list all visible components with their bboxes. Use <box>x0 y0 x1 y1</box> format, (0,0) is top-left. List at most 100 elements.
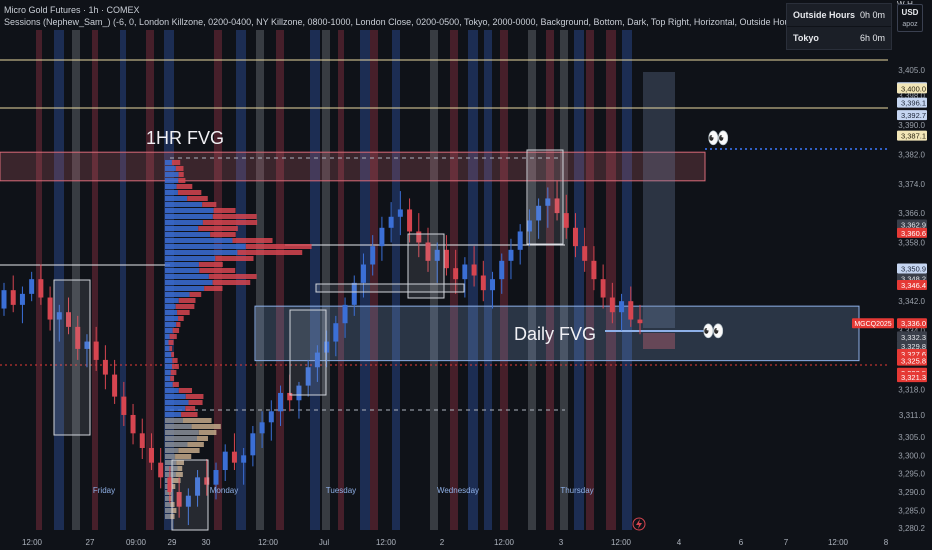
currency-button[interactable]: USD apoz <box>897 4 923 32</box>
price-label-text: 3,327.6 <box>901 350 926 359</box>
candle-body <box>342 304 348 324</box>
price-label-badge <box>897 227 927 238</box>
volume-profile-bar <box>196 436 208 441</box>
volume-profile-bar <box>210 232 236 237</box>
volume-profile-bar <box>165 388 179 393</box>
price-tick-label: 3,342.0 <box>898 297 925 306</box>
price-label-badge <box>897 372 927 383</box>
volume-profile-bar <box>165 460 177 465</box>
fvg-zones <box>0 72 860 362</box>
volume-profile-bar <box>176 472 183 477</box>
lightning-icon[interactable] <box>632 517 646 531</box>
session-band-killzone <box>560 30 568 530</box>
volume-profile-bar <box>172 328 180 333</box>
candle-body <box>600 279 606 298</box>
annotations: 1HR FVG Daily FVG 👀 👀 <box>146 128 729 344</box>
price-tick-label: 3,318.0 <box>898 385 925 394</box>
volume-profile-bar <box>165 514 171 519</box>
time-axis[interactable]: 12:00 27 09:00 29 30 12:00 Jul 12:00 2 12:00 3 12:0… <box>0 486 889 550</box>
volume-profile-bar <box>177 190 202 195</box>
session-table: Outside Hours 0h 0m Tokyo 6h 0m <box>786 3 892 50</box>
price-tick-label: 3,358.0 <box>898 238 925 247</box>
candle-body <box>314 352 320 368</box>
price-label-badge <box>897 355 927 366</box>
volume-profile-bar <box>165 220 203 225</box>
symbol-tag-text: MGCQ2025 <box>854 321 891 328</box>
volume-profile-bar <box>165 436 197 441</box>
volume-profile-bar <box>175 166 184 171</box>
volume-profile-bar <box>208 274 257 279</box>
session-band-killzone <box>322 30 330 530</box>
volume-profile-bar <box>165 172 179 177</box>
volume-profile-bar <box>199 268 236 273</box>
volume-profile-bar <box>165 298 179 303</box>
volume-profile-bar <box>165 490 169 495</box>
session-band-london <box>500 30 508 530</box>
volume-profile-bar <box>165 238 233 243</box>
candle-body <box>563 213 569 228</box>
time-axis-bg <box>0 533 888 550</box>
candle-body <box>619 301 625 313</box>
eyes-emoji-top: 👀 <box>707 128 729 148</box>
volume-profile-bar <box>165 370 171 375</box>
price-tick-label: 3,382.0 <box>898 150 925 159</box>
range-box <box>171 459 209 531</box>
volume-profile-bar <box>185 406 196 411</box>
session-band-tokyo <box>484 30 492 530</box>
volume-profile-bar <box>198 262 223 267</box>
volume-profile-bar <box>165 340 169 345</box>
volume-profile-bar <box>177 466 183 471</box>
volume-profile-bar <box>215 256 254 261</box>
volume-profile-bar <box>176 184 193 189</box>
range-box <box>526 149 564 245</box>
volume-profile-bar <box>165 250 238 255</box>
indicator-legend[interactable]: Sessions (Nephew_Sam_) (-6, 0, London Ki… <box>4 17 810 27</box>
candle-body <box>572 227 578 247</box>
candle-body <box>425 242 431 261</box>
session-value: 6h 0m <box>859 33 885 43</box>
session-name: Outside Hours <box>793 10 856 20</box>
volume-profile-bar <box>165 424 192 429</box>
price-label-badge <box>897 331 927 342</box>
time-tick-label: 12:00 <box>258 538 279 547</box>
volume-profile-bar <box>172 364 179 369</box>
hour-fvg-label: 1HR FVG <box>146 128 224 148</box>
volume-profile-bar <box>165 190 178 195</box>
candle-body <box>333 323 339 342</box>
price-tick-label: 3,366.0 <box>898 209 925 218</box>
candle-body <box>29 279 35 294</box>
volume-profile-bar <box>165 364 173 369</box>
volume-profile-bar <box>165 166 176 171</box>
volume-profile-bar <box>165 268 200 273</box>
volume-profile-bar <box>165 502 171 507</box>
volume-profile-bar <box>170 370 177 375</box>
volume-profile-bar <box>170 376 175 381</box>
time-tick-label: 12:00 <box>22 538 43 547</box>
volume-profile-bar <box>245 244 312 249</box>
range-box <box>315 283 465 293</box>
time-tick-label: 12:00 <box>828 538 849 547</box>
volume-profile-bar <box>191 424 221 429</box>
volume-profile-bar <box>198 430 217 435</box>
session-band-tokyo <box>622 30 632 530</box>
range-box <box>407 233 445 299</box>
candle-body <box>47 297 53 320</box>
candle-body <box>471 264 477 276</box>
currency-sub-label: apoz <box>902 21 918 28</box>
volume-profile-bar <box>165 160 172 165</box>
session-band-tokyo <box>392 30 400 530</box>
price-label-badge <box>897 318 927 329</box>
volume-profile <box>165 160 312 519</box>
day-label: Friday <box>93 486 115 495</box>
session-band-london <box>450 30 458 530</box>
volume-profile-bar <box>165 328 173 333</box>
price-label-text: 3,325.8 <box>901 357 926 366</box>
volume-profile-bar <box>165 184 177 189</box>
price-axis[interactable]: 3,405.0 3,398.0 3,390.0 3,382.0 3,374.0 3,366… <box>852 30 932 550</box>
volume-profile-bar <box>165 334 170 339</box>
daily-fvg-label: Daily FVG <box>514 324 596 344</box>
candle-body <box>526 220 532 232</box>
volume-profile-bar <box>176 460 184 465</box>
session-band-tokyo <box>120 30 126 530</box>
